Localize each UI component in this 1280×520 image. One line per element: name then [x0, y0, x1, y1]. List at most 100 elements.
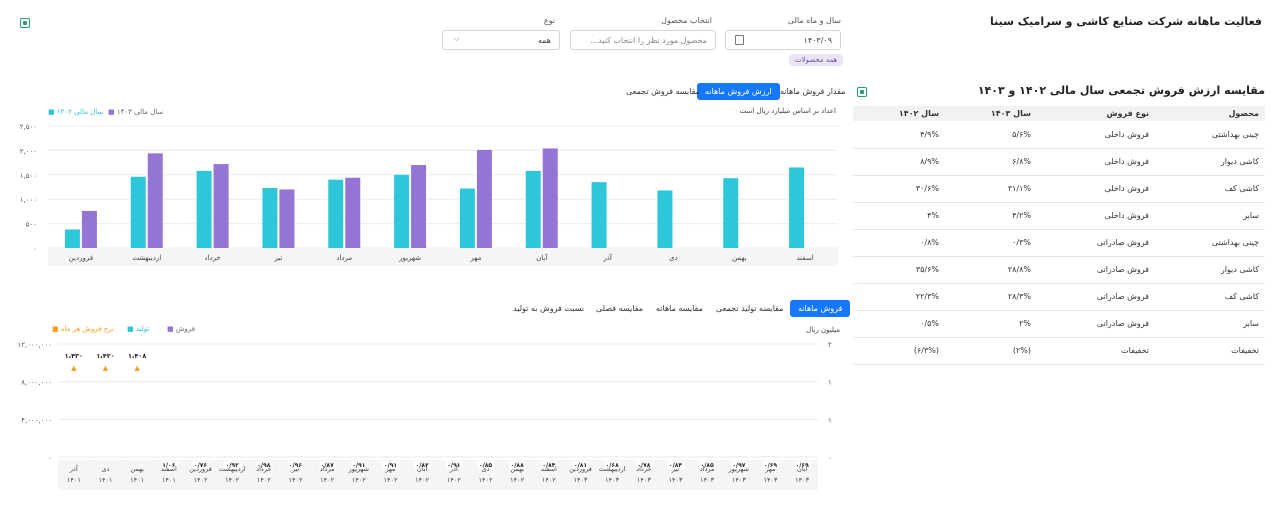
x-tick-label: ۱۴۰۳ — [700, 476, 714, 484]
bar-1402 — [459, 188, 475, 248]
bar-label-bg — [604, 460, 622, 469]
tab-sales-production-ratio[interactable]: نسبت فروش به تولید — [513, 304, 585, 313]
bar-label-bg — [192, 460, 210, 469]
date-label: سال و ماه مالی — [787, 16, 841, 25]
bar-label-bg — [382, 460, 400, 469]
x-tick-label: آذر — [449, 464, 459, 473]
table-cell: ۲۸/۸% — [945, 256, 1037, 284]
export-icon[interactable] — [20, 18, 30, 28]
table-row: سایر فروش صادراتی ۲% ۰/۵% — [853, 310, 1265, 338]
table-cell: کاشی کف — [1155, 283, 1265, 311]
x-tick-label: ۱۴۰۳ — [669, 476, 683, 484]
bar-label-bg — [160, 460, 178, 469]
calendar-icon[interactable] — [735, 35, 744, 45]
bar-1402 — [196, 170, 212, 248]
y2-tick-label: ۲ — [828, 341, 832, 349]
comparison-table-wrap: محصول نوع فروش سال ۱۴۰۳ سال ۱۴۰۲ چینی به… — [853, 106, 1265, 365]
legend-1403: ■ سال مالی ۱۴۰۳ — [108, 108, 163, 116]
legend-swatch-purple: ■ — [108, 108, 115, 116]
y2-tick-label: ۰ — [828, 454, 832, 462]
tab-production-cumulative[interactable]: مقایسه تولید تجمعی — [716, 304, 784, 313]
x-tick-label: ۱۴۰۱ — [67, 476, 81, 484]
x-tick-label: ۱۴۰۳ — [795, 476, 809, 484]
table-row: کاشی کف فروش داخلی ۳۱/۱% ۳۰/۶% — [853, 175, 1265, 203]
x-tick-label: خرداد — [256, 465, 271, 473]
table-row: چینی بهداشتی فروش صادراتی ۰/۳% ۰/۸% — [853, 229, 1265, 257]
legend-label-sales: فروش — [175, 325, 195, 333]
x-tick-label: ۱۴۰۲ — [225, 476, 239, 484]
rate-label: ۱،۴۰۸ — [128, 352, 146, 360]
x-tick-label: ۱۴۰۳ — [732, 476, 746, 484]
bar-label: ۰/۶۸ — [606, 462, 620, 469]
table-row: تخفیفات تخفیفات (۲%) (۶/۳%) — [853, 337, 1265, 365]
x-tick-label: ۱۴۰۲ — [352, 476, 366, 484]
legend-label-production: تولید — [135, 325, 150, 333]
tab-monthly-value[interactable]: ارزش فروش ماهانه — [697, 83, 780, 100]
table-cell: سایر — [1155, 202, 1265, 230]
table-cell: ۳۰/۶% — [853, 175, 945, 203]
col-1402: سال ۱۴۰۲ — [853, 106, 945, 121]
product-label: انتخاب محصول — [661, 16, 712, 25]
x-tick-label: آبان — [417, 464, 429, 473]
bar-label: ۰/۸۵ — [479, 462, 493, 469]
tab-monthly-comparison[interactable]: مقایسه ماهانه — [656, 304, 703, 313]
x-tick-label: تیر — [671, 465, 680, 473]
y-tick-label: ۰ — [48, 454, 52, 462]
bar-1402 — [525, 170, 541, 248]
x-tick-label: ۱۴۰۳ — [764, 476, 778, 484]
y2-tick-label: ۱ — [828, 379, 832, 387]
chevron-down-icon: ⌵ — [453, 34, 460, 44]
all-products-chip[interactable]: همه محصولات — [789, 54, 844, 66]
x-tick-label: اردیبهشت — [132, 254, 161, 262]
table-cell: فروش صادراتی — [1037, 256, 1155, 284]
x-tick-label: اردیبهشت — [599, 465, 626, 473]
legend-1402: ■ سال مالی ۱۴۰۲ — [48, 108, 103, 116]
export-icon[interactable] — [857, 87, 867, 97]
x-tick-label: ۱۴۰۲ — [320, 476, 334, 484]
table-cell: فروش صادراتی — [1037, 283, 1155, 311]
x-tick-label: آبان — [536, 253, 548, 262]
x-tick-label: ۱۴۰۱ — [99, 476, 113, 484]
x-axis-band — [58, 460, 818, 490]
tab-seasonal-comparison[interactable]: مقایسه فصلی — [596, 304, 644, 313]
table-cell: کاشی دیوار — [1155, 148, 1265, 176]
y-tick-label: ۱,۵۰۰ — [20, 172, 37, 180]
type-select[interactable]: ⌵ همه — [442, 30, 560, 50]
table-cell: ۶/۸% — [945, 148, 1037, 176]
table-cell: تخفیفات — [1037, 337, 1155, 365]
tab-cumulative-comparison[interactable]: مقایسه فروش تجمعی — [626, 87, 700, 96]
bar-1402 — [657, 190, 673, 248]
table-cell: فروش صادراتی — [1037, 310, 1155, 338]
monthly-value-chart: ۲,۵۰۰ ۲,۰۰۰ ۱,۵۰۰ ۱,۰۰۰ ۵۰۰ ۰ اسفند بهمن دی آذر آب… — [20, 123, 838, 266]
bar-label: ۰/۹۱ — [384, 462, 397, 469]
col-sale-type: نوع فروش — [1037, 106, 1155, 121]
date-field[interactable]: ۱۴۰۳/۰۹ — [725, 30, 841, 50]
table-cell: ۲۸/۳% — [945, 283, 1037, 311]
x-tick-label: مرداد — [320, 465, 335, 473]
x-tick-label: ۱۴۰۲ — [415, 476, 429, 484]
bar-label-bg — [445, 460, 463, 469]
comparison-title: مقایسه ارزش فروش تجمعی سال مالی ۱۴۰۲ و ۱… — [977, 84, 1265, 97]
product-placeholder: محصول مورد نظر را انتخاب کنید... — [590, 35, 707, 45]
table-cell: ۴% — [853, 202, 945, 230]
table-cell: ۰/۵% — [853, 310, 945, 338]
top-chart-note: اعداد بر اساس میلیارد ریال است — [739, 107, 836, 115]
x-tick-label: خرداد — [636, 465, 651, 473]
x-tick-label: مهر — [764, 465, 775, 473]
table-cell: سایر — [1155, 310, 1265, 338]
bar-1402 — [130, 176, 146, 248]
x-tick-label: تیر — [291, 465, 300, 473]
rate-marker: ▲ — [103, 364, 109, 372]
y-tick-label: ۱,۰۰۰ — [20, 196, 37, 204]
x-tick-label: اسفند — [541, 465, 557, 473]
col-product: محصول — [1155, 106, 1265, 121]
bar-1403 — [542, 148, 558, 248]
bar-label-bg — [730, 460, 748, 469]
bar-1402 — [723, 178, 739, 248]
bar-label-bg — [762, 460, 780, 469]
x-tick-label: بهمن — [130, 465, 144, 473]
tab-monthly-sales[interactable]: فروش ماهانه — [790, 300, 851, 317]
tab-monthly-quantity[interactable]: مقدار فروش ماهانه — [780, 87, 846, 96]
y-tick-label: ۲,۰۰۰ — [20, 147, 37, 155]
product-select[interactable]: محصول مورد نظر را انتخاب کنید... — [570, 30, 716, 50]
